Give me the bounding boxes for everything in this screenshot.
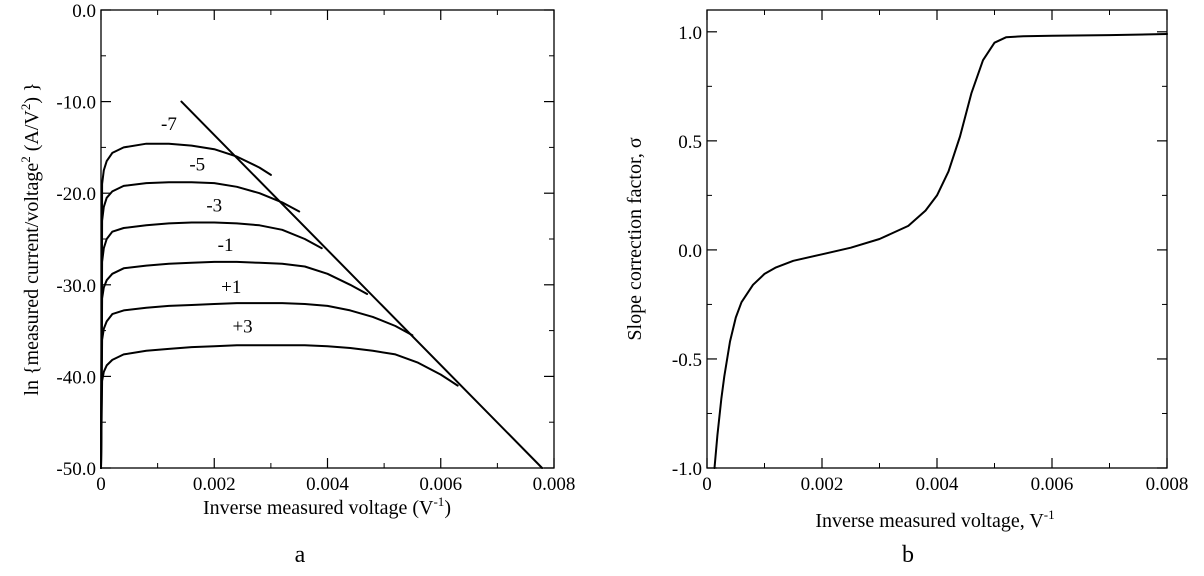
series-line-a-6 [180,100,544,469]
series-line-b-0 [713,33,1168,469]
series-group-b [713,33,1168,469]
curve-label: -5 [189,154,205,175]
x-tick-label: 0.008 [533,474,576,495]
plot-frame-a [100,9,555,469]
x-tick-label: 0 [702,474,712,495]
x-tick-label: 0.008 [1146,474,1189,495]
series-group-a [100,100,544,469]
x-tick-label: 0.004 [306,474,349,495]
panel-label-a: a [295,542,306,568]
y-tick-label: 0.0 [678,241,702,262]
y-tick-label: -10.0 [56,93,96,114]
chart-panel-b: 0 0.002 0.004 0.006 0.008 1.0 0.5 0.0 -0.5 -1.0 I… [624,9,1188,568]
y-tick-label: 1.0 [678,23,702,44]
x-tick-label: 0.002 [193,474,236,495]
x-tick-label: 0.006 [1031,474,1074,495]
chart-panel-a: 0 0.002 0.004 0.006 0.008 0.0 -10.0 -20.0 -30.0 -… [18,1,575,568]
y-tick-label: 0.0 [72,1,96,22]
x-tick-label: 0.002 [801,474,844,495]
y-tick-label: -1.0 [672,459,702,480]
x-tick-label: 0.004 [916,474,959,495]
series-line-a-5 [100,344,459,469]
series-line-a-4 [100,302,414,469]
y-axis-label-b: Slope correction factor, σ [624,137,646,340]
series-line-a-3 [100,260,369,469]
curve-label: -1 [218,235,234,256]
tick-labels-b: 0 0.002 0.004 0.006 0.008 1.0 0.5 0.0 -0.5 -1.0 [672,23,1188,495]
series-line-a-2 [100,221,323,469]
plot-frame-b [706,9,1168,469]
tick-labels-a: 0 0.002 0.004 0.006 0.008 0.0 -10.0 -20.0 -30.0 -… [56,1,575,495]
x-axis-label-a: Inverse measured voltage (V-1) [203,494,451,519]
x-tick-label: 0.006 [419,474,462,495]
tick-marks-b [706,10,1168,469]
x-tick-label: 0 [96,474,106,495]
y-axis-label-a: ln {measured current/voltage2 (A/V2) } [18,82,43,395]
panel-label-b: b [902,542,914,568]
x-axis-label-b: Inverse measured voltage, V-1 [815,507,1054,532]
series-line-a-1 [100,181,301,469]
curve-labels-a: -7 -5-3 -1 +1 +3 [161,114,253,337]
y-tick-label: 0.5 [678,132,702,153]
y-tick-label: -20.0 [56,184,96,205]
y-tick-label: -40.0 [56,367,96,388]
curve-label: -3 [206,196,222,217]
tick-marks-a [100,9,555,469]
curve-label: -7 [161,114,177,135]
y-tick-label: -0.5 [672,350,702,371]
curve-label: +1 [221,277,241,298]
curve-label: +3 [232,316,252,337]
y-tick-label: -30.0 [56,276,96,297]
y-tick-label: -50.0 [56,459,96,480]
